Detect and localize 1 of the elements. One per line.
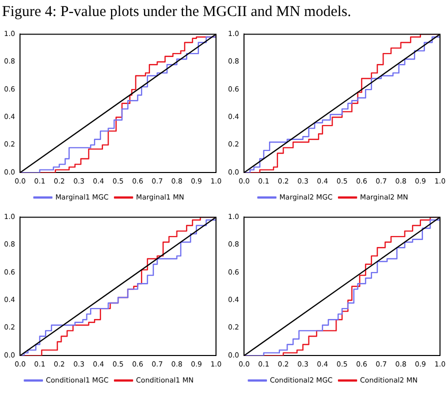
chart-title: Figure 4: P-value plots under the MGCII and MN models.	[2, 4, 352, 21]
